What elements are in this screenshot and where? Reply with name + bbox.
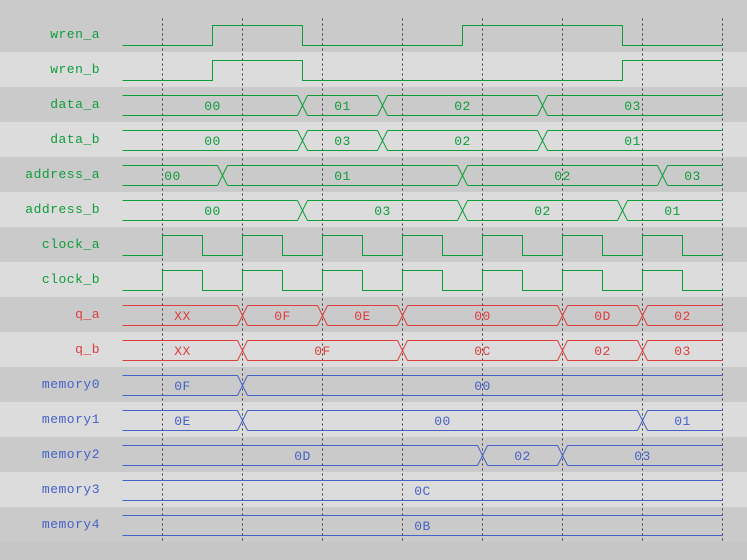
row-stripe xyxy=(0,402,747,437)
footer-band xyxy=(0,542,747,560)
bus-value-data_a: 00 xyxy=(204,99,221,114)
wave-memory1: 0E 00 01 xyxy=(122,410,723,431)
bus-value-data_b: 00 xyxy=(204,134,221,149)
bus-value-q_b: 0F xyxy=(314,344,331,359)
bus-value-q_b: XX xyxy=(174,344,191,359)
bus-value-address_a: 00 xyxy=(164,169,181,184)
bus-value-q_a: XX xyxy=(174,309,191,324)
bus-value-data_a: 02 xyxy=(454,99,471,114)
row-stripe xyxy=(0,262,747,297)
bus-value-address_b: 01 xyxy=(664,204,681,219)
wave-address_b: 00 03 02 01 xyxy=(122,200,723,221)
wave-data_a: 00 01 02 03 xyxy=(122,95,723,116)
signal-name-data_b[interactable]: data_b xyxy=(50,132,100,147)
wave-memory4: 0B xyxy=(122,515,723,536)
bus-value-q_b: 0C xyxy=(474,344,491,359)
wave-q_b: XX 0F 0C 02 03 xyxy=(122,340,723,361)
signal-name-data_a[interactable]: data_a xyxy=(50,97,100,112)
bus-value-memory2: 02 xyxy=(514,449,531,464)
signal-name-memory0[interactable]: memory0 xyxy=(41,377,100,392)
signal-name-address_b[interactable]: address_b xyxy=(25,202,100,217)
bus-value-q_a: 0F xyxy=(274,309,291,324)
wave-memory2: 0D 02 03 xyxy=(122,445,723,466)
signal-name-memory4[interactable]: memory4 xyxy=(41,517,100,532)
bus-value-data_b: 01 xyxy=(624,134,641,149)
wave-q_a: XX 0F 0E 00 0D 02 xyxy=(122,305,723,326)
signal-name-wren_a[interactable]: wren_a xyxy=(50,27,100,42)
bus-value-q_b: 02 xyxy=(594,344,611,359)
bus-value-memory1: 00 xyxy=(434,414,451,429)
bus-value-memory4: 0B xyxy=(414,519,431,534)
bus-value-address_b: 03 xyxy=(374,204,391,219)
bus-value-address_b: 02 xyxy=(534,204,551,219)
bus-value-memory1: 01 xyxy=(674,414,691,429)
signal-name-wren_b[interactable]: wren_b xyxy=(50,62,100,77)
signal-name-address_a[interactable]: address_a xyxy=(25,167,100,182)
signal-name-memory2[interactable]: memory2 xyxy=(41,447,100,462)
bus-value-address_a: 02 xyxy=(554,169,571,184)
row-stripe xyxy=(0,122,747,157)
signal-name-clock_a[interactable]: clock_a xyxy=(41,237,100,252)
wave-memory0: 0F 00 xyxy=(122,375,723,396)
wave-wren_a xyxy=(122,25,723,46)
wave-memory3: 0C xyxy=(122,480,723,501)
bus-value-memory2: 0D xyxy=(294,449,311,464)
bus-value-memory2: 03 xyxy=(634,449,651,464)
bus-value-data_a: 03 xyxy=(624,99,641,114)
wave-data_b: 00 03 02 01 xyxy=(122,130,723,151)
signal-name-q_a[interactable]: q_a xyxy=(75,307,100,322)
wave-wren_b xyxy=(122,60,723,81)
bus-value-data_a: 01 xyxy=(334,99,351,114)
bus-value-q_a: 00 xyxy=(474,309,491,324)
signal-name-memory3[interactable]: memory3 xyxy=(41,482,100,497)
bus-value-data_b: 02 xyxy=(454,134,471,149)
wave-clock_b xyxy=(122,270,723,291)
bus-value-q_b: 03 xyxy=(674,344,691,359)
bus-value-address_a: 03 xyxy=(684,169,701,184)
bus-value-q_a: 02 xyxy=(674,309,691,324)
row-stripe xyxy=(0,332,747,367)
bus-value-memory3: 0C xyxy=(414,484,431,499)
wave-clock_a xyxy=(122,235,723,256)
signal-name-memory1[interactable]: memory1 xyxy=(41,412,100,427)
bus-value-q_a: 0D xyxy=(594,309,611,324)
bus-value-memory0: 0F xyxy=(174,379,191,394)
bus-value-q_a: 0E xyxy=(354,309,371,324)
bus-value-memory0: 00 xyxy=(474,379,491,394)
signal-name-clock_b[interactable]: clock_b xyxy=(41,272,100,287)
bus-value-data_b: 03 xyxy=(334,134,351,149)
row-stripe xyxy=(0,472,747,507)
signal-name-q_b[interactable]: q_b xyxy=(75,342,100,357)
bus-value-memory1: 0E xyxy=(174,414,191,429)
wave-address_a: 00 01 02 03 xyxy=(122,165,723,186)
bus-value-address_b: 00 xyxy=(204,204,221,219)
bus-value-address_a: 01 xyxy=(334,169,351,184)
